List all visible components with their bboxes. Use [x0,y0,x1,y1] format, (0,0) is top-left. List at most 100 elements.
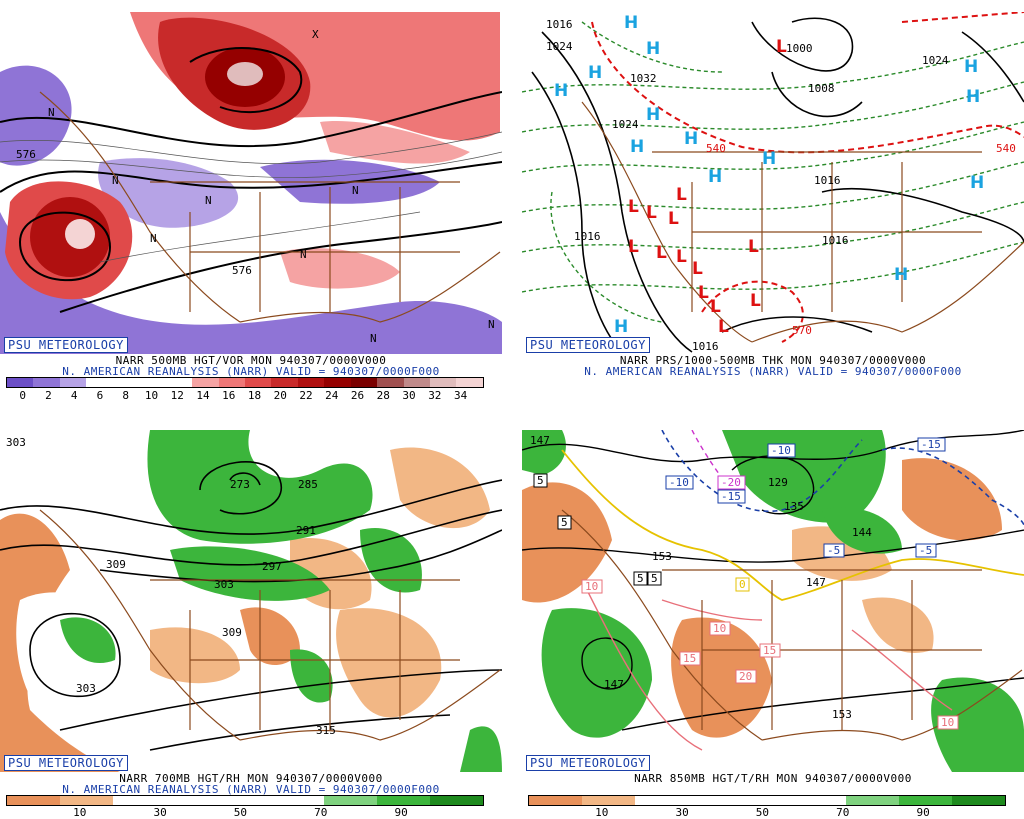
color-scale-swatch [581,796,635,805]
scale-tick-label: 30 [675,806,689,819]
rh-color-scale [6,795,484,806]
high-pressure-marker: H [708,167,722,187]
color-scale-swatch [456,378,483,387]
vorticity-center-label: N [150,232,157,245]
high-pressure-marker: H [646,105,660,125]
product-title: NARR 850MB HGT/T/RH MON 940307/0000V000 [634,772,912,785]
panel-850mb-temp-rh: 147 153 129 135 144 147 153 147 5 5 -10 -20… [522,430,1024,819]
low-pressure-marker: L [646,203,657,223]
temperature-label: 5 [651,572,658,585]
low-pressure-marker: L [692,259,703,279]
color-scale-swatch [846,796,900,805]
temperature-label-box [823,543,845,558]
color-scale-swatch [112,796,166,805]
product-title: NARR 700MB HGT/RH MON 940307/0000V000 [119,772,383,785]
color-scale-swatch [139,378,166,387]
low-pressure-marker: L [748,237,759,257]
temperature-label: 10 [713,622,726,635]
temp-rh-850mb-map: 147 153 129 135 144 147 153 147 55-10 -20… [522,430,1024,772]
color-scale-swatch [165,378,193,387]
product-title: NARR 500MB HGT/VOR MON 940307/0000V000 [115,354,387,367]
color-scale-swatch [7,378,34,387]
color-scale-swatch [271,378,298,387]
temperature-label: 15 [683,652,696,665]
scale-tick-label: 26 [350,389,365,402]
temperature-label-box [937,715,959,730]
thickness-label: 540 [706,142,726,155]
low-pressure-marker: L [676,247,687,267]
vorticity-center-label: N [300,248,307,261]
temperature-label: 10 [941,716,954,729]
temperature-label: -5 [919,544,932,557]
temperature-label-box [917,437,946,452]
pressure-label: 1000 [786,42,813,55]
low-pressure-marker: L [676,185,687,205]
high-pressure-marker: H [646,39,660,59]
low-pressure-marker: L [656,243,667,263]
temperature-label-box [581,579,603,594]
scale-tick-label: 24 [325,389,339,402]
temperature-label-box [709,621,731,636]
low-pressure-marker: L [718,317,729,337]
temperature-label-box [717,489,746,504]
temperature-label: 5 [537,474,544,487]
height-label: 153 [652,550,672,563]
temperature-label: -10 [669,476,689,489]
vorticity-center-label: N [112,174,119,187]
height-label: 315 [316,724,336,737]
scale-tick-label: 14 [196,389,210,402]
high-pressure-marker: H [624,13,638,33]
vorticity-color-scale [6,377,484,388]
height-label: 144 [852,526,872,539]
scale-tick-label: 16 [222,389,236,402]
scale-tick-label: 50 [755,806,770,819]
low-pressure-marker: L [628,197,639,217]
vorticity-center-label: N [205,194,212,207]
psu-meteorology-badge: PSU METEOROLOGY [526,337,650,353]
temperature-label-box [557,515,572,530]
temperature-label-box [665,475,694,490]
temperature-label: 5 [561,516,568,529]
color-scale-swatch [165,796,219,805]
scale-tick-label: 30 [153,806,167,819]
color-scale-swatch [403,378,430,387]
height-label: 285 [298,478,318,491]
low-pressure-marker: L [668,209,679,229]
low-pressure-marker: L [710,297,721,317]
high-pressure-marker: H [970,173,984,193]
temperature-label-box [533,473,548,488]
psu-meteorology-badge: PSU METEOROLOGY [526,755,650,771]
color-scale-swatch [218,378,245,387]
color-scale-swatch [793,796,847,805]
valid-time-line: N. AMERICAN REANALYSIS (NARR) VALID = 94… [62,783,440,796]
scale-tick-label: 90 [394,806,408,819]
vorticity-max-label: X [312,28,319,41]
temperature-label-box [735,669,757,684]
temperature-label: -5 [827,544,840,557]
height-label: 135 [784,500,804,513]
temperature-label-box [717,475,746,490]
pressure-label: 1024 [922,54,949,67]
height-label: 576 [232,264,252,277]
pressure-label: 1016 [692,340,719,353]
scale-tick-label: 20 [273,389,287,402]
low-pressure-marker: L [628,237,639,257]
pressure-label: 1016 [814,174,841,187]
high-pressure-marker: H [762,149,776,169]
scale-tick-label: 32 [428,389,442,402]
temperature-label-box [647,571,662,586]
vorticity-center-label: N [370,332,377,345]
color-scale-swatch [7,796,60,805]
thickness-label: 540 [996,142,1016,155]
pressure-label: 1024 [612,118,639,131]
rh-scale-ticks: 10 30 50 70 90 [528,807,1004,819]
high-pressure-marker: H [894,265,908,285]
height-label: 303 [76,682,96,695]
color-scale-swatch [324,796,378,805]
color-scale-swatch [899,796,953,805]
color-scale-swatch [377,796,431,805]
color-scale-swatch [952,796,1006,805]
color-scale-swatch [112,378,140,387]
high-pressure-marker: H [684,129,698,149]
panel-700mb-rh: 303 273 285 297 291 309 303 309 303 315 … [0,430,502,819]
